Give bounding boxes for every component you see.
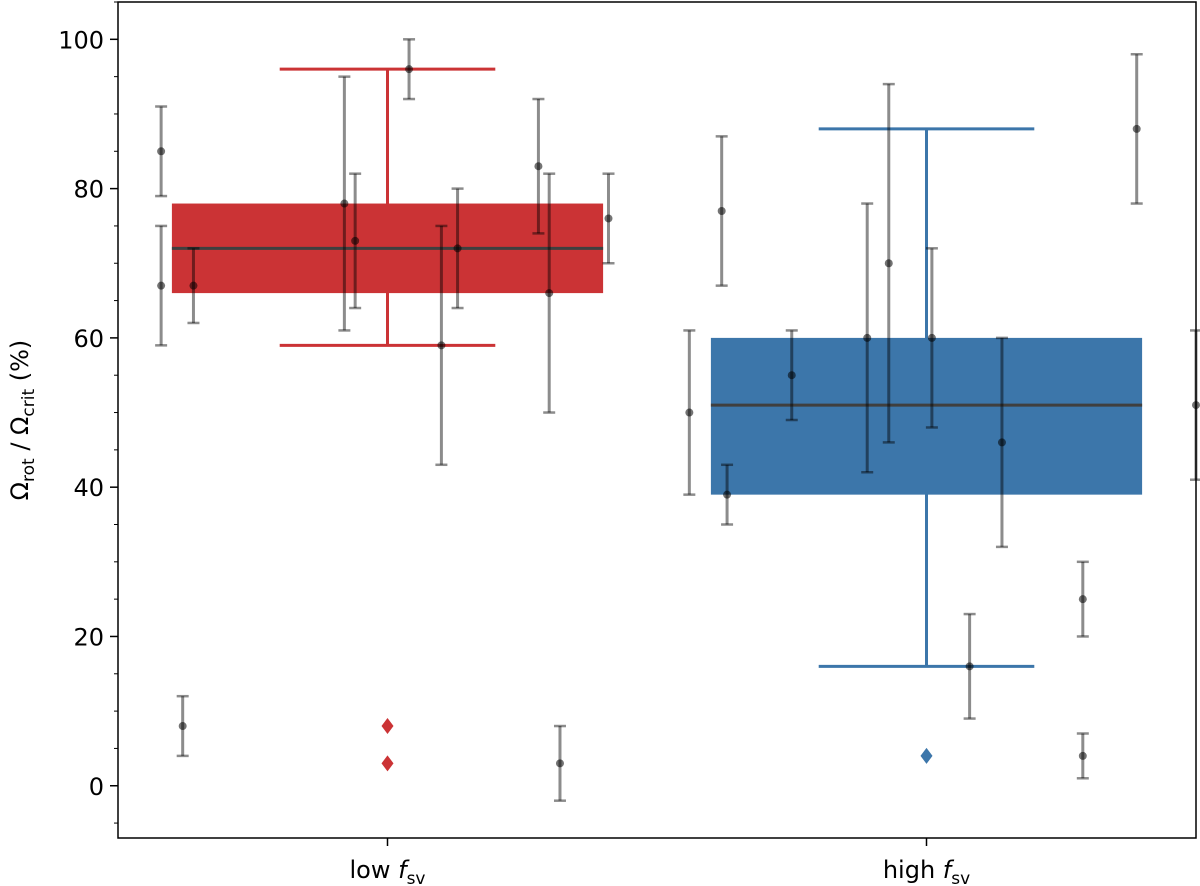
- data-point: [721, 463, 734, 526]
- point-marker: [189, 281, 198, 290]
- data-point: [683, 329, 696, 496]
- point-marker: [1078, 751, 1087, 760]
- x-tick-label: high fsv: [883, 856, 970, 886]
- chart-marks: [155, 38, 1200, 802]
- plot-frame: [117, 1, 1197, 839]
- box: [710, 337, 1143, 495]
- data-point: [882, 82, 895, 444]
- point-marker: [604, 214, 613, 223]
- point-marker: [884, 259, 893, 268]
- y-tick-label: 20: [73, 623, 104, 651]
- point-marker: [723, 490, 732, 499]
- data-point: [1130, 53, 1143, 205]
- point-marker: [453, 244, 462, 253]
- data-point: [1076, 560, 1089, 638]
- y-axis-title-sub2: crit: [19, 389, 39, 417]
- data-point: [553, 724, 566, 802]
- point-marker: [1078, 595, 1087, 604]
- data-point: [963, 612, 976, 720]
- outlier-marker: [381, 718, 394, 735]
- chart-axes: 0 20 40 60 80 100 low fsv high fsv: [58, 1, 970, 886]
- data-point: [435, 224, 448, 467]
- point-marker: [927, 333, 936, 342]
- y-tick-label: 80: [73, 176, 104, 204]
- point-marker: [787, 371, 796, 380]
- point-marker: [405, 65, 414, 74]
- point-marker: [1132, 124, 1141, 133]
- x-tick-label: low fsv: [350, 856, 426, 886]
- data-point: [403, 38, 416, 101]
- point-marker: [997, 438, 1006, 447]
- outlier-marker: [920, 747, 933, 764]
- y-axis-title-sub1: rot: [19, 458, 39, 482]
- point-marker: [437, 341, 446, 350]
- y-axis-title-slash: /: [6, 435, 34, 458]
- point-marker: [965, 662, 974, 671]
- data-point: [925, 247, 938, 429]
- outlier-marker: [381, 755, 394, 772]
- data-point: [543, 172, 556, 414]
- point-marker: [555, 759, 564, 768]
- data-point: [861, 202, 874, 474]
- y-tick-label: 100: [58, 26, 104, 54]
- point-marker: [685, 408, 694, 417]
- point-marker: [351, 236, 360, 245]
- category-group-0: [155, 38, 615, 802]
- point-marker: [178, 722, 187, 731]
- y-tick-label: 60: [73, 325, 104, 353]
- data-point: [532, 97, 545, 235]
- y-tick-label: 0: [89, 773, 104, 801]
- point-marker: [157, 147, 166, 156]
- point-marker: [545, 289, 554, 298]
- point-marker: [157, 281, 166, 290]
- y-axis-title: Ωrot / Ωcrit (%): [6, 340, 39, 501]
- data-point: [451, 187, 464, 310]
- point-marker: [717, 207, 726, 215]
- data-point: [995, 336, 1008, 549]
- data-point: [155, 224, 168, 347]
- data-point: [602, 172, 615, 265]
- y-axis-title-main2: Ω: [6, 417, 34, 435]
- data-point: [785, 329, 798, 422]
- data-point: [1076, 732, 1089, 780]
- data-point: [187, 247, 200, 325]
- data-point: [715, 135, 728, 287]
- category-group-1: [683, 53, 1200, 780]
- y-axis-title-unit: (%): [6, 340, 34, 389]
- data-point: [155, 105, 168, 198]
- data-point: [349, 172, 362, 310]
- y-axis-title-main: Ω: [6, 482, 34, 500]
- point-marker: [340, 199, 349, 208]
- data-point: [338, 75, 351, 332]
- y-tick-label: 40: [73, 474, 104, 502]
- data-point: [176, 694, 189, 758]
- point-marker: [534, 162, 543, 171]
- point-marker: [863, 333, 872, 342]
